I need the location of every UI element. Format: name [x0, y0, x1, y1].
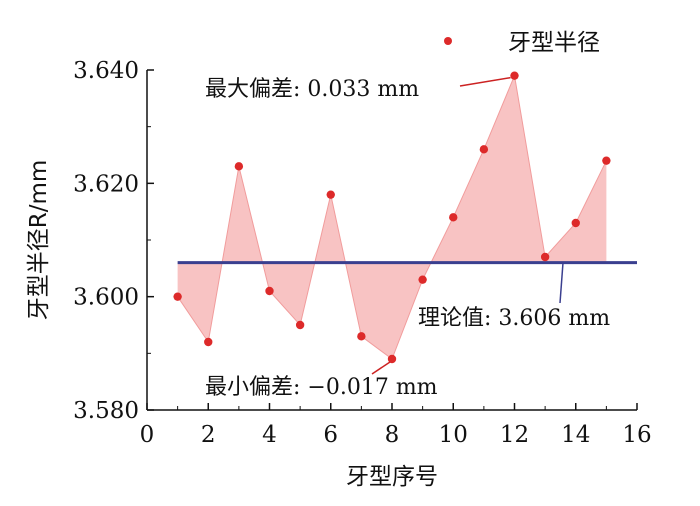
data-point: [449, 213, 458, 222]
max-deviation-label: 最大偏差: 0.033 mm: [205, 77, 419, 102]
x-tick-label: 16: [622, 422, 651, 448]
data-point: [295, 320, 305, 330]
data-points: [173, 71, 611, 364]
x-tick-label: 10: [439, 422, 468, 448]
x-tick-label: 4: [262, 422, 277, 448]
data-point: [173, 292, 182, 301]
x-tick-label: 14: [561, 422, 590, 448]
data-point: [326, 190, 335, 199]
max-annotation-leader: [459, 76, 511, 87]
x-tick-label: 8: [385, 422, 400, 448]
min-deviation-label: 最小偏差: −0.017 mm: [205, 375, 438, 400]
data-point: [418, 275, 427, 284]
y-tick-label: 3.640: [73, 58, 139, 84]
min-annotation-leader: [371, 361, 391, 375]
data-point: [602, 156, 611, 165]
reference-value-label: 理论值: 3.606 mm: [418, 306, 610, 331]
x-axis-title: 牙型序号: [346, 464, 438, 490]
data-point: [387, 354, 397, 364]
data-point: [510, 71, 519, 80]
axes: 0 2 4 6 8 10 12 14 16 3.580 3.600 3.620 3.640: [73, 58, 652, 448]
x-tick-label: 6: [323, 422, 338, 448]
data-point: [204, 337, 213, 347]
reference-annotation-leader: [559, 262, 564, 304]
x-tick-label: 2: [201, 422, 216, 448]
y-axis-title: 牙型半径R/mm: [26, 160, 52, 321]
y-tick-label: 3.600: [73, 285, 139, 311]
y-tick-label: 3.620: [73, 171, 139, 197]
data-point: [357, 332, 366, 341]
data-point: [265, 286, 274, 296]
deviation-area: [177, 75, 607, 360]
data-point: [571, 218, 580, 228]
legend-marker: [444, 37, 452, 45]
x-tick-label: 0: [140, 422, 155, 448]
data-point: [479, 145, 489, 154]
data-point: [234, 162, 244, 171]
legend-label: 牙型半径: [508, 30, 600, 56]
data-point: [540, 252, 550, 262]
x-tick-label: 12: [500, 422, 529, 448]
y-tick-label: 3.580: [73, 398, 139, 424]
